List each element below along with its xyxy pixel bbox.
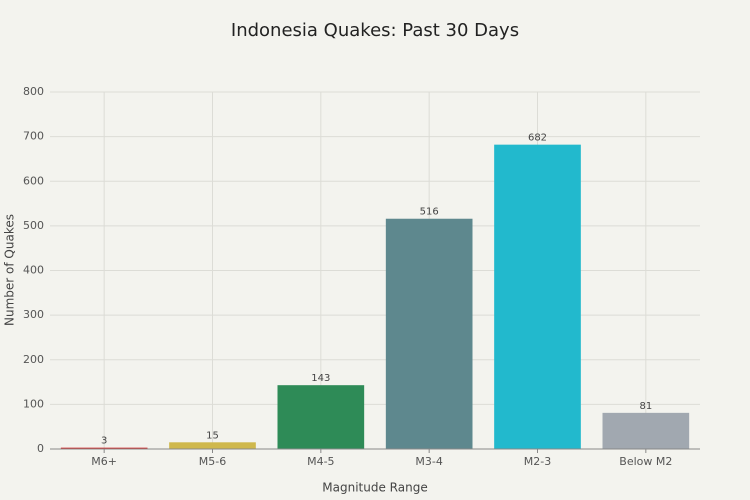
y-tick-label: 500 bbox=[23, 219, 44, 232]
bar bbox=[494, 144, 581, 449]
value-label: 143 bbox=[311, 373, 330, 384]
y-tick-label: 100 bbox=[23, 397, 44, 410]
x-tick-label: M3-4 bbox=[415, 455, 442, 468]
y-tick-label: 600 bbox=[23, 174, 44, 187]
chart-title: Indonesia Quakes: Past 30 Days bbox=[231, 20, 519, 41]
bar bbox=[169, 442, 256, 449]
value-label: 15 bbox=[206, 430, 219, 441]
x-tick-label: M5-6 bbox=[199, 455, 226, 468]
value-label: 682 bbox=[528, 133, 547, 144]
y-tick-label: 700 bbox=[23, 130, 44, 143]
x-tick-label: M6+ bbox=[91, 455, 117, 468]
x-axis-label: Magnitude Range bbox=[322, 481, 427, 495]
y-tick-label: 0 bbox=[37, 442, 44, 455]
y-tick-label: 200 bbox=[23, 353, 44, 366]
x-tick-label: Below M2 bbox=[619, 455, 672, 468]
y-tick-label: 400 bbox=[23, 264, 44, 277]
bar bbox=[60, 447, 148, 449]
bar bbox=[277, 385, 365, 449]
y-tick-label: 300 bbox=[23, 308, 44, 321]
bar bbox=[602, 412, 690, 449]
value-label: 81 bbox=[639, 401, 652, 412]
bar bbox=[385, 218, 473, 449]
value-label: 516 bbox=[420, 207, 439, 218]
x-tick-label: M4-5 bbox=[307, 455, 334, 468]
y-tick-label: 800 bbox=[23, 85, 44, 98]
x-tick-label: M2-3 bbox=[524, 455, 551, 468]
value-label: 3 bbox=[101, 436, 107, 447]
y-axis-label: Number of Quakes bbox=[3, 214, 17, 326]
